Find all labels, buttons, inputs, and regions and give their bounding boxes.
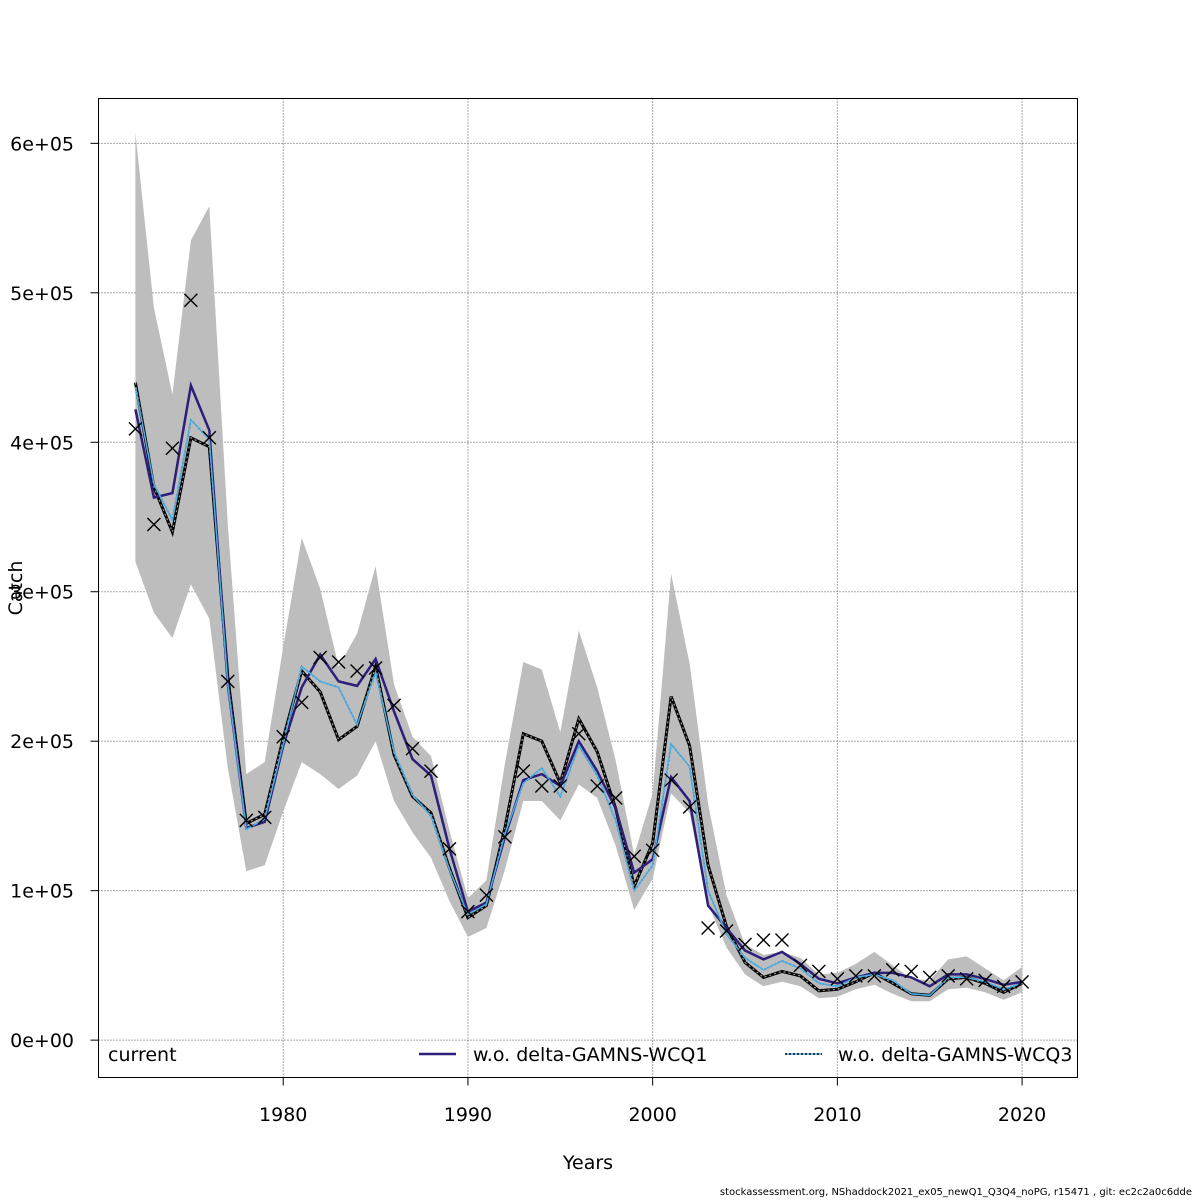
observation-point — [294, 695, 309, 710]
observation-point — [830, 971, 845, 986]
observation-point — [516, 764, 531, 779]
x-axis-title: Years — [562, 1152, 613, 1174]
legend-label-wcq1: w.o. delta-GAMNS-WCQ1 — [473, 1044, 707, 1066]
observation-point — [738, 937, 753, 952]
observation-point — [350, 663, 365, 678]
observation-point — [793, 958, 808, 973]
plot-frame — [98, 98, 1078, 1078]
x-axis-ticks: 1980 1990 2000 2010 2020 — [259, 1077, 1046, 1126]
x-tick-label: 2010 — [813, 1104, 861, 1126]
x-tick-label: 2000 — [628, 1104, 676, 1126]
series-line-w-o-delta-gamns-wcq3 — [134, 386, 1023, 997]
legend: current w.o. delta-GAMNS-WCQ1 w.o. delta-G… — [108, 1044, 1072, 1066]
observation-point — [331, 654, 346, 669]
y-tick-label: 3e+05 — [10, 582, 74, 604]
observation-point — [276, 729, 291, 744]
y-tick-label: 6e+05 — [10, 133, 74, 155]
observation-point — [220, 674, 235, 689]
observation-point — [479, 888, 494, 903]
confidence-band-area — [135, 132, 1023, 1002]
observation-point — [387, 698, 402, 713]
observation-point — [867, 968, 882, 983]
footer-caption: stockassessment.org, NShaddock2021_ex05_… — [719, 1187, 1192, 1198]
observation-point — [497, 829, 512, 844]
observation-point — [848, 968, 863, 983]
y-tick-label: 0e+00 — [10, 1030, 74, 1052]
observation-point — [405, 741, 420, 756]
observation-point — [959, 971, 974, 986]
observation-point — [1015, 974, 1030, 989]
observation-point — [257, 810, 272, 825]
observation-point — [719, 924, 734, 939]
observation-point — [922, 970, 937, 985]
observation-point — [608, 791, 623, 805]
observation-point — [146, 517, 161, 532]
observation-markers — [128, 293, 1030, 994]
observation-point — [165, 441, 180, 456]
observation-point — [313, 650, 328, 665]
observation-point — [701, 921, 716, 936]
observation-point — [460, 904, 475, 919]
y-axis-title: Catch — [5, 561, 27, 616]
observation-point — [128, 421, 143, 436]
observation-point — [627, 849, 642, 864]
observation-point — [811, 964, 826, 979]
observation-point — [442, 841, 457, 856]
y-tick-label: 1e+05 — [10, 881, 74, 903]
y-tick-label: 4e+05 — [10, 432, 74, 454]
observation-point — [774, 932, 789, 947]
observation-point — [202, 430, 217, 445]
observation-point — [645, 843, 660, 858]
observation-point — [941, 968, 956, 983]
x-tick-label: 1990 — [444, 1104, 492, 1126]
grid-lines — [98, 98, 1078, 1078]
observation-point — [571, 726, 586, 741]
series-lines — [133, 381, 1023, 997]
x-tick-label: 1980 — [259, 1104, 307, 1126]
observation-point — [996, 979, 1011, 994]
observation-point — [682, 799, 697, 814]
observation-point — [534, 779, 549, 794]
observation-point — [885, 962, 900, 977]
legend-label-current: current — [108, 1044, 177, 1066]
observation-point — [239, 813, 254, 828]
x-tick-label: 2020 — [998, 1104, 1046, 1126]
observation-point — [590, 779, 605, 794]
y-axis-ticks: 0e+00 1e+05 2e+05 3e+05 4e+05 5e+05 6e+05 — [10, 133, 99, 1052]
observation-point — [756, 932, 771, 947]
observation-point — [978, 973, 993, 988]
legend-label-wcq3: w.o. delta-GAMNS-WCQ3 — [838, 1044, 1072, 1066]
y-tick-label: 5e+05 — [10, 283, 74, 305]
observation-point — [664, 773, 679, 788]
observation-point — [423, 764, 438, 779]
observation-point — [904, 964, 919, 979]
y-tick-label: 2e+05 — [10, 731, 74, 753]
observation-point — [368, 660, 383, 675]
observation-point — [183, 293, 198, 308]
observation-point — [553, 779, 568, 794]
confidence-band — [135, 132, 1023, 1002]
